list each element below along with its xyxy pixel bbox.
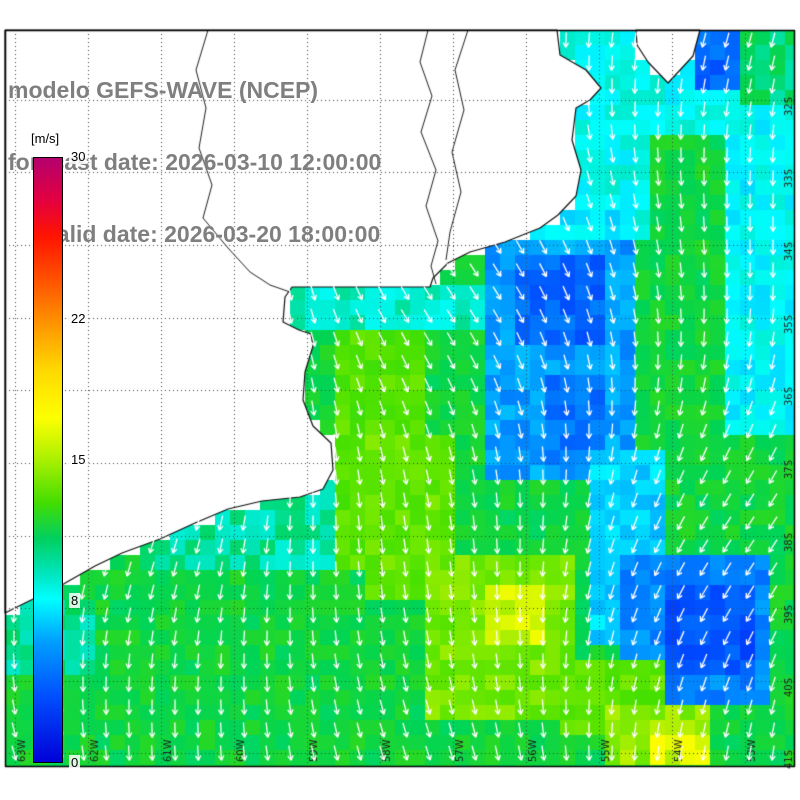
- colorbar: [33, 157, 63, 763]
- colorbar-tick: 30: [69, 149, 88, 164]
- colorbar-tick: 15: [69, 452, 88, 467]
- colorbar-tick: 0: [69, 755, 81, 770]
- colorbar-tick: 8: [69, 593, 81, 609]
- colorbar-tick: 22: [69, 310, 88, 326]
- colorbar-unit-label: [m/s]: [29, 131, 62, 146]
